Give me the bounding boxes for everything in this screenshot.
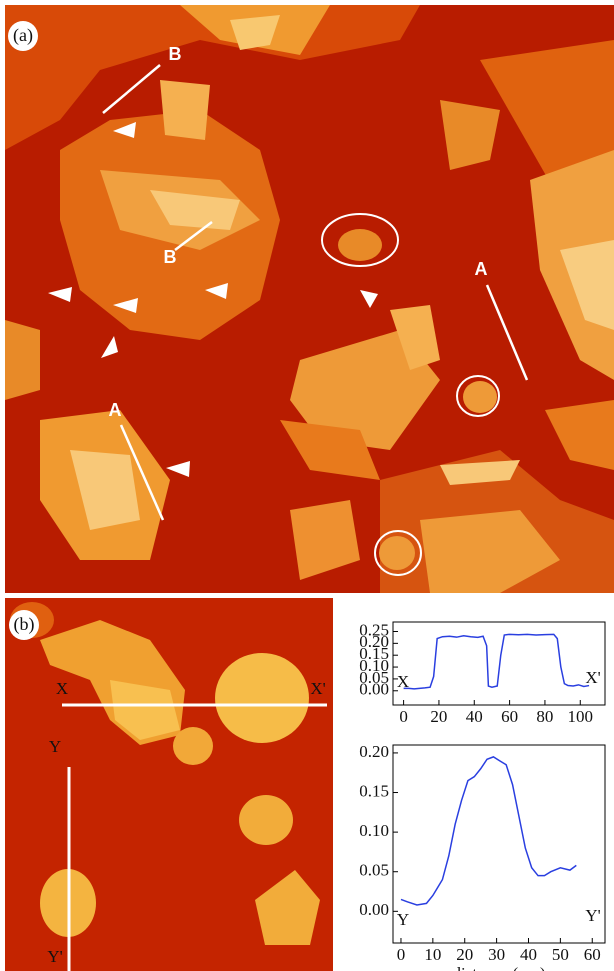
line-label: X': [310, 679, 325, 698]
page: (a) B B A A (b) X X' Y Y' 0.000.050.100.…: [0, 0, 614, 971]
figure: (a) B B A A (b) X X' Y Y' 0.000.050.100.…: [0, 0, 614, 971]
x-tick-label: 60: [501, 707, 518, 726]
line-label: A: [109, 400, 122, 420]
y-tick-label: 0.15: [359, 781, 389, 800]
x-tick-label: 60: [584, 945, 601, 964]
line-label: X: [56, 679, 68, 698]
profile-charts: 0.00 0.05 0.10 0.15 0.20 0.25 0 20 40 60 80 100 X X' 0…: [359, 620, 605, 971]
x-tick-label: 30: [488, 945, 505, 964]
stm-image-a: [5, 5, 614, 593]
x-tick-label: 50: [552, 945, 569, 964]
annotation: X: [397, 672, 409, 691]
x-tick-label: 0: [397, 945, 406, 964]
line-label: A: [475, 259, 488, 279]
stm-image-b: [5, 598, 333, 971]
profile-line: [401, 757, 576, 905]
y-tick-label: 0.20: [359, 742, 389, 761]
x-tick-label: 0: [399, 707, 408, 726]
line-label: Y': [47, 947, 62, 966]
plot-frame: [393, 745, 605, 943]
x-tick-label: 80: [536, 707, 553, 726]
panel-label: (a): [13, 25, 33, 46]
line-label: B: [164, 247, 177, 267]
x-axis-label: distance (nm): [453, 964, 546, 971]
x-tick-label: 20: [456, 945, 473, 964]
panel-label: (b): [14, 614, 35, 635]
line-label: B: [169, 44, 182, 64]
x-tick-label: 100: [568, 707, 594, 726]
y-tick-label: 0.10: [359, 821, 389, 840]
x-tick-label: 10: [424, 945, 441, 964]
annotation: Y': [585, 906, 600, 925]
y-tick-label: 0.05: [359, 861, 389, 880]
y-tick-label: 0.25: [359, 620, 389, 639]
plot-frame: [393, 622, 605, 705]
x-tick-label: 20: [430, 707, 447, 726]
profile-line: [404, 634, 589, 689]
annotation: X': [585, 668, 600, 687]
x-tick-label: 40: [466, 707, 483, 726]
annotation: Y: [397, 910, 409, 929]
x-tick-label: 40: [520, 945, 537, 964]
y-tick-label: 0.00: [359, 900, 389, 919]
line-label: Y: [49, 737, 61, 756]
